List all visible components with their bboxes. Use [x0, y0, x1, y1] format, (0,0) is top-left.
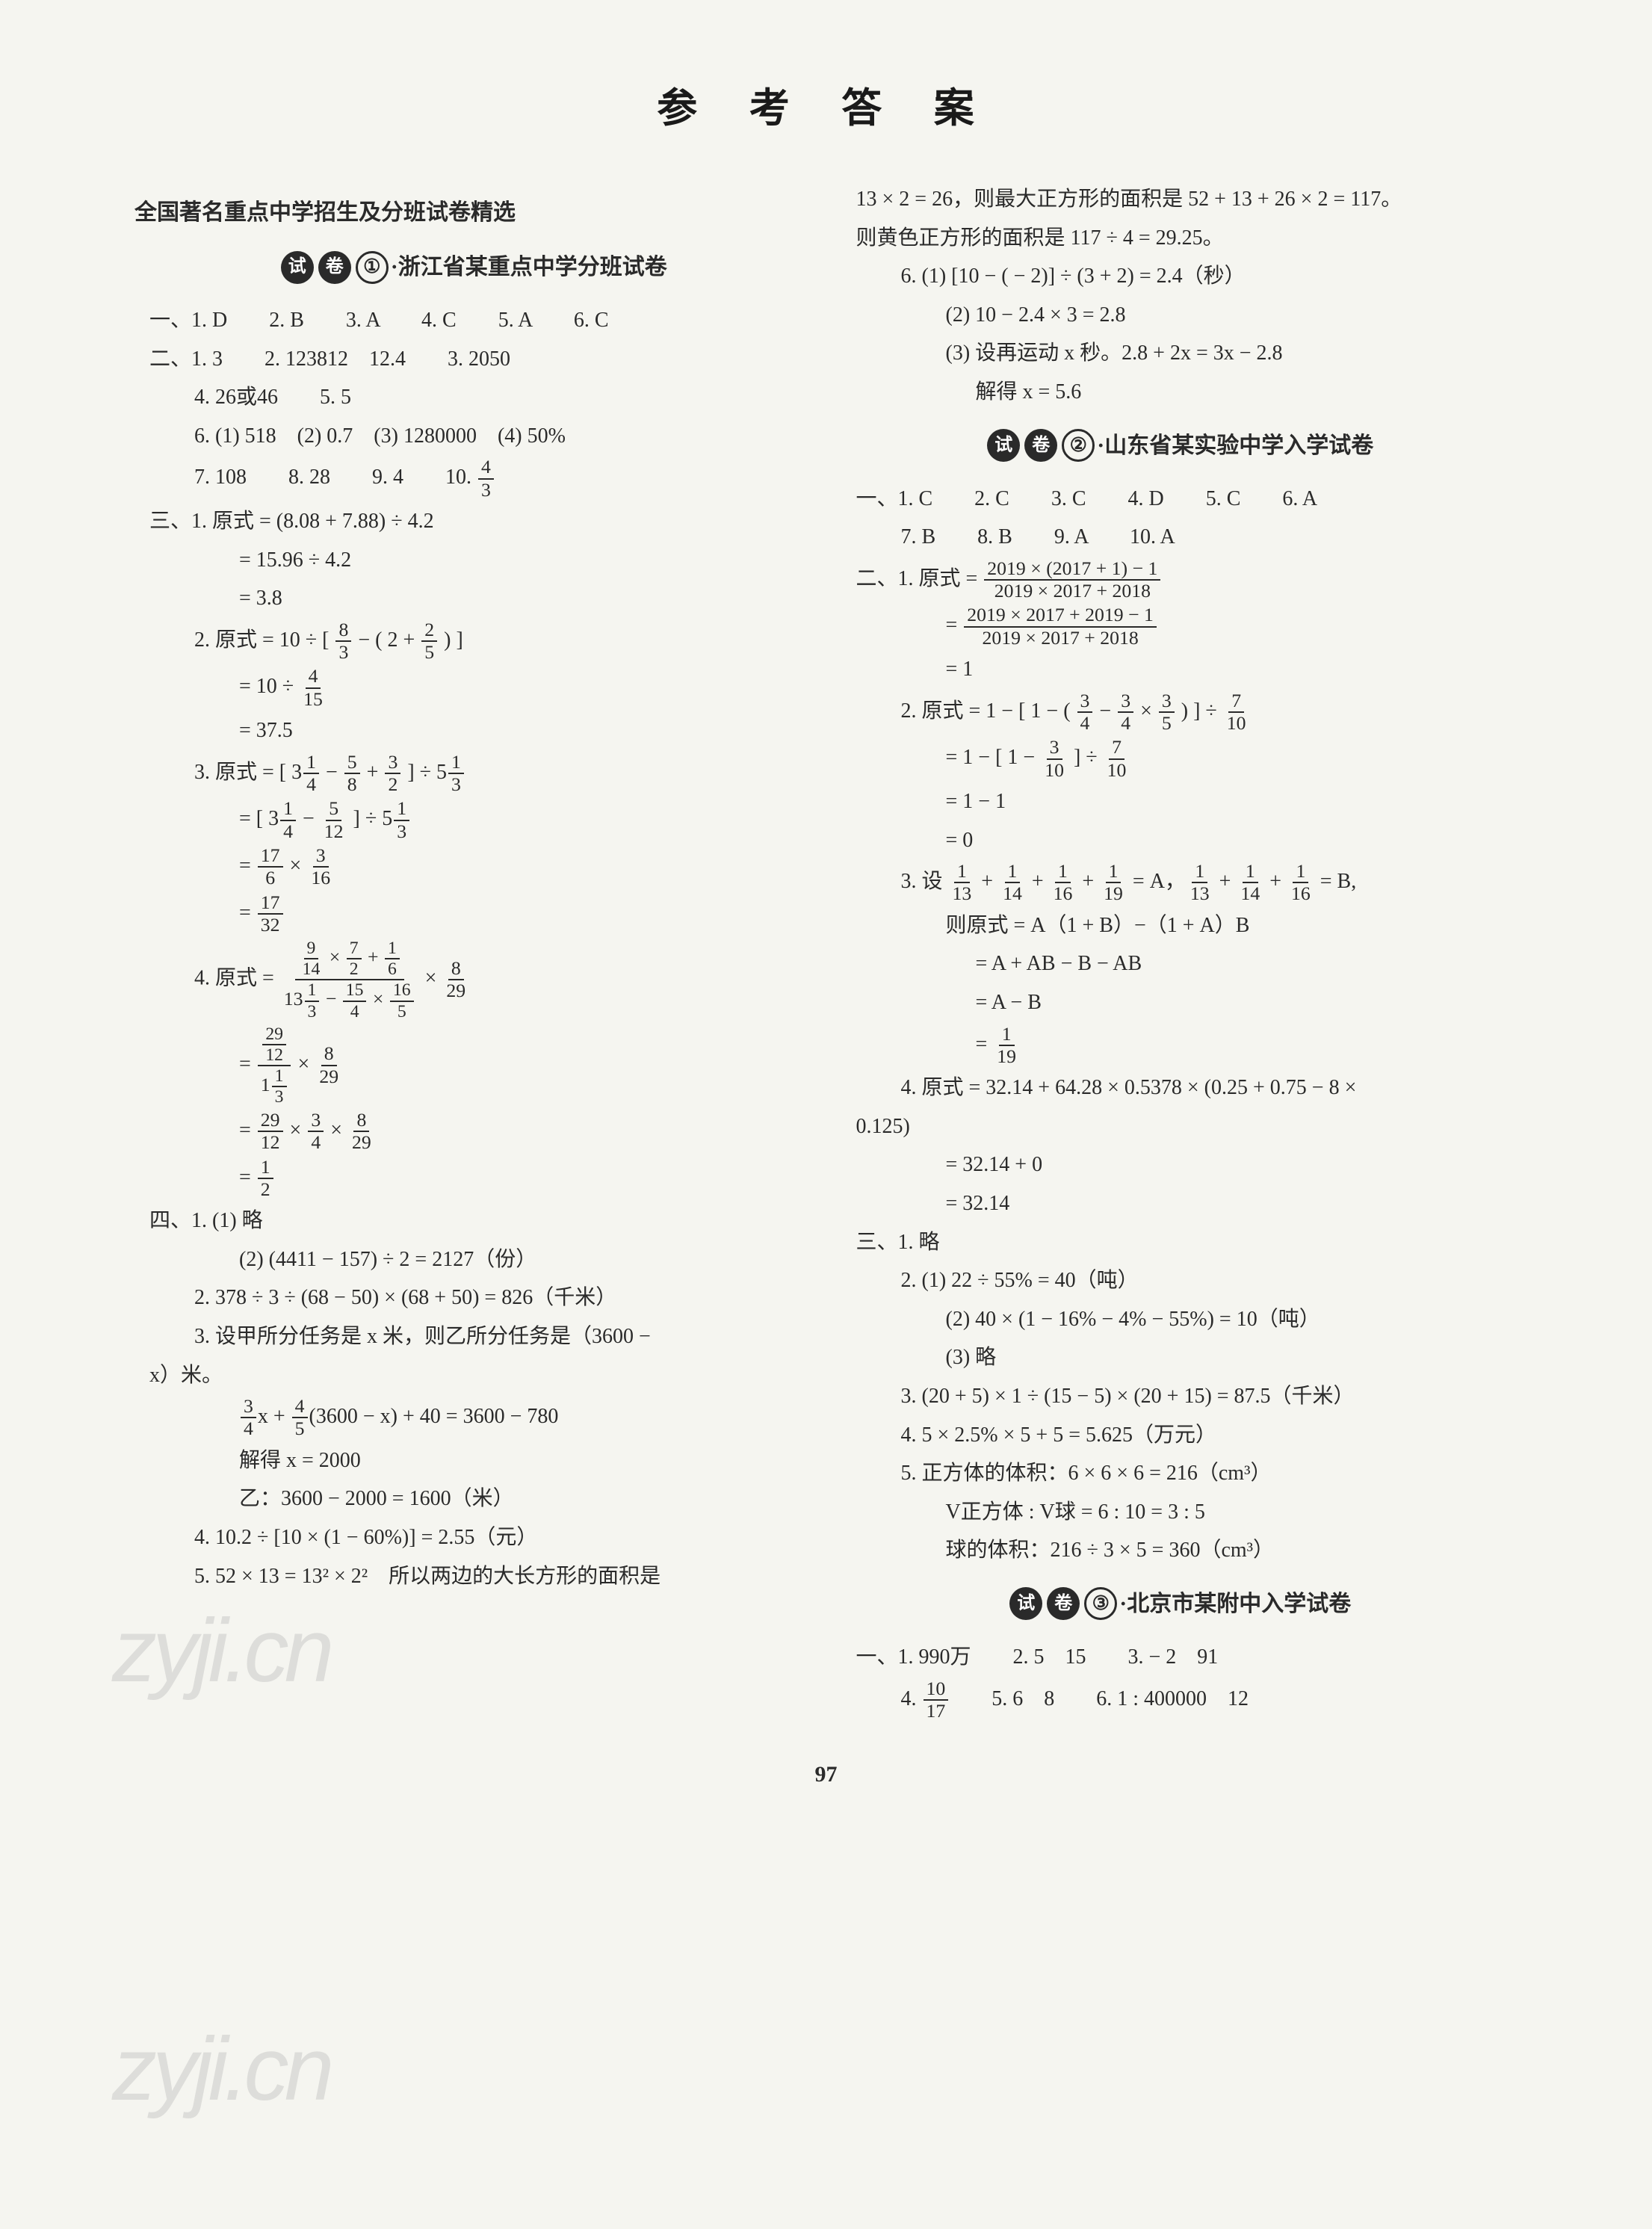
page-title: 参 考 答 案: [134, 75, 1518, 134]
answer-line: 乙：3600 − 2000 = 1600（米）: [134, 1481, 811, 1517]
paper-3-heading: 试 卷 ③ ·北京市某附中入学试卷: [841, 1585, 1518, 1623]
answer-line: 则原式 = A（1 + B）−（1 + A）B: [841, 908, 1518, 944]
answer-line: 2. 原式 = 10 ÷ [ 83 − ( 2 + 25 ) ]: [134, 619, 811, 664]
answer-line: 3. 设 113 + 114 + 116 + 119 = A，113 + 114…: [841, 861, 1518, 905]
answer-line: 5. 正方体的体积：6 × 6 × 6 = 216（cm³）: [841, 1456, 1518, 1491]
watermark: zyji.cn: [112, 2018, 330, 2121]
answer-line: 解得 x = 5.6: [841, 374, 1518, 410]
badge-juan-icon: 卷: [1047, 1587, 1080, 1620]
complex-fraction: 914 × 72 + 16 1313 − 154 × 165: [281, 939, 418, 1021]
badge-shi-icon: 试: [281, 251, 314, 284]
answer-line: = 0: [841, 823, 1518, 859]
badge-number: ③: [1084, 1587, 1117, 1620]
answer-line: = 2019 × 2017 + 2019 − 12019 × 2017 + 20…: [841, 605, 1518, 649]
answer-line: = 1 − 1: [841, 784, 1518, 820]
answer-line: = 119: [841, 1024, 1518, 1068]
answer-line: 6. (1) 518 (2) 0.7 (3) 1280000 (4) 50%: [134, 418, 811, 454]
answer-line: 0.125): [841, 1109, 1518, 1145]
left-column: 全国著名重点中学招生及分班试卷精选 试 卷 ① ·浙江省某重点中学分班试卷 一、…: [134, 179, 811, 1725]
answer-line: 4. 原式 = 914 × 72 + 16 1313 − 154 × 165 ×…: [134, 939, 811, 1021]
answer-line: = 2912 113 × 829: [134, 1024, 811, 1107]
answer-line: = 1 − [ 1 − 310 ] ÷ 710: [841, 737, 1518, 781]
answer-line: (2) (4411 − 157) ÷ 2 = 2127（份）: [134, 1242, 811, 1278]
answer-line: = 3.8: [134, 581, 811, 616]
answer-line: = A + AB − B − AB: [841, 946, 1518, 982]
answer-line: 4. 1017 5. 6 8 6. 1 : 400000 12: [841, 1678, 1518, 1722]
answer-line: 4. 10.2 ÷ [10 × (1 − 60%)] = 2.55（元）: [134, 1520, 811, 1556]
answer-line: = 176 × 316: [134, 845, 811, 889]
answer-line: 7. B 8. B 9. A 10. A: [841, 519, 1518, 555]
answer-line: 2. (1) 22 ÷ 55% = 40（吨）: [841, 1263, 1518, 1299]
paper-2-heading: 试 卷 ② ·山东省某实验中学入学试卷: [841, 427, 1518, 465]
section-header: 全国著名重点中学招生及分班试卷精选: [134, 194, 811, 232]
answer-line: = 10 ÷ 415: [134, 666, 811, 710]
answer-line: 7. 108 8. 28 9. 4 10. 43: [134, 457, 811, 501]
answer-line: = 12: [134, 1157, 811, 1201]
answer-line: 二、1. 3 2. 123812 12.4 3. 2050: [134, 341, 811, 377]
answer-line: = 15.96 ÷ 4.2: [134, 542, 811, 578]
answer-line: (2) 40 × (1 − 16% − 4% − 55%) = 10（吨）: [841, 1302, 1518, 1338]
answer-line: 则黄色正方形的面积是 117 ÷ 4 = 29.25。: [841, 220, 1518, 256]
answer-line: x）米。: [134, 1358, 811, 1394]
answer-line: = 1732: [134, 892, 811, 936]
answer-line: 三、1. 原式 = (8.08 + 7.88) ÷ 4.2: [134, 504, 811, 540]
answer-line: (3) 略: [841, 1340, 1518, 1376]
page-number: 97: [134, 1762, 1518, 1787]
answer-line: 6. (1) [10 − ( − 2)] ÷ (3 + 2) = 2.4（秒）: [841, 259, 1518, 294]
answer-line: = 2912 × 34 × 829: [134, 1110, 811, 1154]
answer-line: 4. 原式 = 32.14 + 64.28 × 0.5378 × (0.25 +…: [841, 1070, 1518, 1106]
badge-shi-icon: 试: [987, 429, 1020, 462]
answer-line: 13 × 2 = 26，则最大正方形的面积是 52 + 13 + 26 × 2 …: [841, 182, 1518, 217]
paper-1-heading: 试 卷 ① ·浙江省某重点中学分班试卷: [134, 248, 811, 286]
badge-number: ①: [356, 251, 389, 284]
answer-line: = A − B: [841, 985, 1518, 1021]
badge-juan-icon: 卷: [318, 251, 351, 284]
answer-line: 3. (20 + 5) × 1 ÷ (15 − 5) × (20 + 15) =…: [841, 1379, 1518, 1415]
answer-line: 三、1. 略: [841, 1225, 1518, 1261]
paper-title: ·北京市某附中入学试卷: [1119, 1585, 1351, 1623]
answer-line: 一、1. C 2. C 3. C 4. D 5. C 6. A: [841, 481, 1518, 517]
answer-line: 4. 26或46 5. 5: [134, 380, 811, 415]
answer-line: = 32.14 + 0: [841, 1147, 1518, 1183]
answer-line: 2. 378 ÷ 3 ÷ (68 − 50) × (68 + 50) = 826…: [134, 1280, 811, 1316]
answer-line: (2) 10 − 2.4 × 3 = 2.8: [841, 297, 1518, 333]
badge-number: ②: [1062, 429, 1095, 462]
answer-line: 二、1. 原式 = 2019 × (2017 + 1) − 12019 × 20…: [841, 558, 1518, 602]
answer-line: 球的体积：216 ÷ 3 × 5 = 360（cm³）: [841, 1533, 1518, 1568]
answer-line: 2. 原式 = 1 − [ 1 − ( 34 − 34 × 35 ) ] ÷ 7…: [841, 690, 1518, 735]
answer-line: 34x + 45(3600 − x) + 40 = 3600 − 780: [134, 1396, 811, 1440]
badge-juan-icon: 卷: [1024, 429, 1057, 462]
answer-line: 4. 5 × 2.5% × 5 + 5 = 5.625（万元）: [841, 1418, 1518, 1453]
paper-title: ·浙江省某重点中学分班试卷: [391, 248, 667, 286]
answer-line: 一、1. 990万 2. 5 15 3. − 2 91: [841, 1639, 1518, 1675]
answer-line: 解得 x = 2000: [134, 1443, 811, 1479]
answer-line: = 37.5: [134, 713, 811, 749]
answer-line: 5. 52 × 13 = 13² × 2² 所以两边的大长方形的面积是: [134, 1559, 811, 1595]
answer-line: = 1: [841, 652, 1518, 687]
answer-line: 一、1. D 2. B 3. A 4. C 5. A 6. C: [134, 303, 811, 338]
fraction: 43: [478, 457, 494, 501]
answer-line: = [ 314 − 512 ] ÷ 513: [134, 798, 811, 842]
answer-line: 四、1. (1) 略: [134, 1203, 811, 1239]
answer-line: (3) 设再运动 x 秒。2.8 + 2x = 3x − 2.8: [841, 336, 1518, 371]
answer-line: V正方体 : V球 = 6 : 10 = 3 : 5: [841, 1494, 1518, 1530]
paper-title: ·山东省某实验中学入学试卷: [1097, 427, 1373, 465]
answer-line: 3. 原式 = [ 314 − 58 + 32 ] ÷ 513: [134, 752, 811, 796]
right-column: 13 × 2 = 26，则最大正方形的面积是 52 + 13 + 26 × 2 …: [841, 179, 1518, 1725]
answer-line: = 32.14: [841, 1186, 1518, 1222]
answer-line: 3. 设甲所分任务是 x 米，则乙所分任务是（3600 −: [134, 1319, 811, 1355]
badge-shi-icon: 试: [1009, 1587, 1042, 1620]
complex-fraction: 2912 113: [258, 1024, 291, 1107]
content-columns: 全国著名重点中学招生及分班试卷精选 试 卷 ① ·浙江省某重点中学分班试卷 一、…: [134, 179, 1518, 1725]
